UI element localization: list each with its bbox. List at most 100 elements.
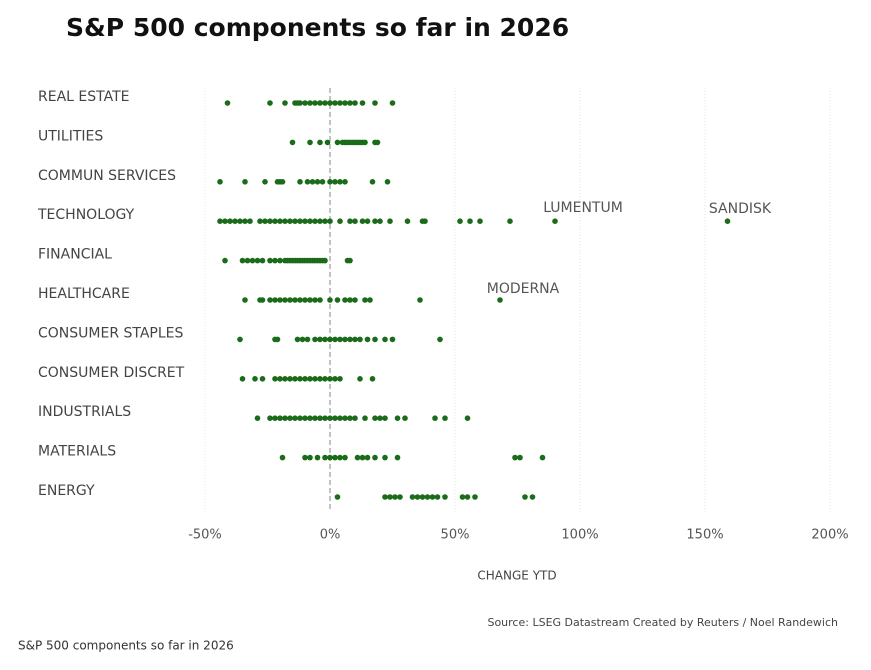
dot	[414, 494, 421, 500]
dot	[312, 415, 318, 422]
dot	[324, 139, 331, 146]
category-label: TECHNOLOGY	[37, 207, 135, 223]
dot	[257, 218, 263, 224]
dot	[282, 376, 288, 382]
category-label: CONSUMER DISCRET	[38, 365, 185, 381]
dot	[422, 218, 428, 224]
dot	[382, 336, 388, 343]
dot	[539, 454, 546, 461]
dot	[364, 218, 371, 224]
dot	[372, 454, 378, 461]
dot	[254, 257, 261, 264]
dot	[317, 139, 323, 146]
dot	[297, 179, 303, 185]
dot	[242, 297, 248, 303]
dot	[237, 336, 243, 343]
dot	[287, 376, 293, 382]
dot	[342, 100, 348, 106]
dot	[337, 218, 343, 224]
dot	[307, 297, 313, 303]
dot	[244, 257, 251, 264]
dot	[302, 376, 308, 382]
dot	[292, 376, 298, 382]
dot	[217, 179, 223, 185]
dot	[317, 100, 323, 106]
dot	[272, 297, 278, 303]
dot	[337, 454, 343, 461]
dot	[267, 100, 273, 106]
dot	[277, 218, 283, 224]
dot	[347, 336, 353, 343]
dot	[307, 454, 313, 461]
dot	[277, 257, 283, 264]
dot	[402, 415, 408, 422]
dot	[307, 100, 313, 106]
dot	[352, 415, 358, 422]
dot	[297, 376, 303, 382]
dot	[332, 376, 338, 382]
dot	[369, 179, 376, 185]
dot	[307, 139, 313, 146]
category-label: COMMUN SERVICES	[38, 168, 176, 184]
dot	[292, 218, 298, 224]
dot	[382, 454, 388, 461]
dot	[342, 297, 348, 303]
dot	[249, 257, 256, 264]
dot	[359, 100, 366, 106]
dot	[359, 454, 366, 461]
dot	[312, 376, 318, 382]
dot	[334, 494, 341, 500]
dot	[387, 494, 393, 500]
annotation: LUMENTUM	[543, 200, 623, 216]
dot	[272, 376, 278, 382]
dot	[429, 494, 436, 500]
dot	[364, 454, 371, 461]
dot	[314, 179, 321, 185]
dot	[332, 336, 338, 343]
category-label: FINANCIAL	[38, 247, 112, 263]
dot	[274, 336, 281, 343]
dot	[322, 415, 328, 422]
dot	[347, 218, 353, 224]
dot	[387, 218, 393, 224]
dot	[374, 139, 381, 146]
dot	[317, 376, 323, 382]
dot	[392, 494, 398, 500]
dot	[227, 218, 233, 224]
dot	[342, 415, 348, 422]
dot	[267, 415, 273, 422]
dot	[457, 218, 463, 224]
dot	[337, 415, 343, 422]
dot	[247, 218, 253, 224]
dot	[367, 297, 373, 303]
dot	[294, 336, 301, 343]
annotation: MODERNA	[487, 281, 560, 297]
dot	[322, 218, 328, 224]
dot	[327, 100, 333, 106]
dot	[337, 336, 343, 343]
dot	[404, 218, 411, 224]
dot	[347, 100, 353, 106]
dot	[302, 454, 308, 461]
dot	[352, 336, 358, 343]
dot	[239, 376, 246, 382]
dot	[282, 297, 288, 303]
dot	[317, 218, 323, 224]
dot	[389, 336, 396, 343]
dot	[354, 454, 361, 461]
category-label: REAL ESTATE	[38, 89, 130, 105]
dot	[252, 376, 258, 382]
dot	[327, 218, 333, 224]
dot	[327, 454, 333, 461]
dot	[287, 297, 293, 303]
dot	[434, 494, 441, 500]
dot	[357, 336, 363, 343]
dot	[259, 257, 266, 264]
dot	[277, 415, 283, 422]
dot	[347, 257, 353, 264]
dot	[287, 218, 293, 224]
dot	[394, 454, 401, 461]
category-label: ENERGY	[38, 483, 95, 499]
dot	[357, 376, 363, 382]
dot	[322, 336, 328, 343]
